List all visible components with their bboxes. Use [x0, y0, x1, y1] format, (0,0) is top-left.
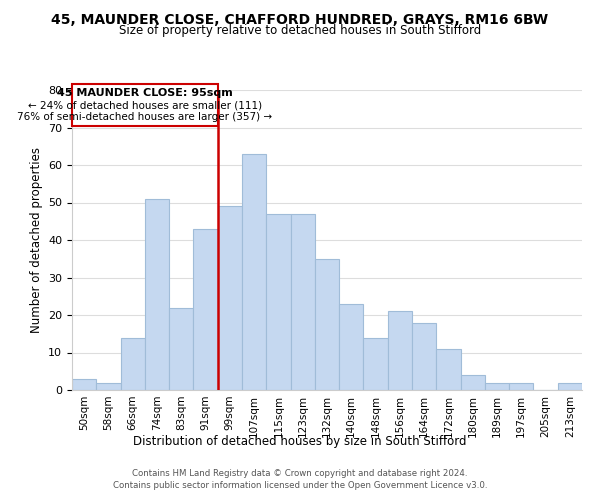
Bar — [121, 338, 145, 390]
Bar — [193, 229, 218, 390]
Bar — [145, 198, 169, 390]
Text: 45 MAUNDER CLOSE: 95sqm: 45 MAUNDER CLOSE: 95sqm — [57, 88, 233, 98]
Text: Size of property relative to detached houses in South Stifford: Size of property relative to detached ho… — [119, 24, 481, 37]
Bar — [339, 304, 364, 390]
Bar — [266, 214, 290, 390]
Bar — [509, 382, 533, 390]
Bar — [412, 322, 436, 390]
Text: ← 24% of detached houses are smaller (111): ← 24% of detached houses are smaller (11… — [28, 100, 262, 110]
Bar — [364, 338, 388, 390]
Bar — [485, 382, 509, 390]
Text: Contains public sector information licensed under the Open Government Licence v3: Contains public sector information licen… — [113, 481, 487, 490]
Bar — [242, 154, 266, 390]
Bar — [96, 382, 121, 390]
Text: Contains HM Land Registry data © Crown copyright and database right 2024.: Contains HM Land Registry data © Crown c… — [132, 468, 468, 477]
Text: 45, MAUNDER CLOSE, CHAFFORD HUNDRED, GRAYS, RM16 6BW: 45, MAUNDER CLOSE, CHAFFORD HUNDRED, GRA… — [52, 12, 548, 26]
Bar — [290, 214, 315, 390]
Bar — [72, 379, 96, 390]
Bar — [218, 206, 242, 390]
Bar — [558, 382, 582, 390]
Text: 76% of semi-detached houses are larger (357) →: 76% of semi-detached houses are larger (… — [17, 112, 272, 122]
Bar — [315, 259, 339, 390]
Text: Distribution of detached houses by size in South Stifford: Distribution of detached houses by size … — [133, 435, 467, 448]
Y-axis label: Number of detached properties: Number of detached properties — [29, 147, 43, 333]
Bar — [388, 311, 412, 390]
FancyBboxPatch shape — [72, 84, 218, 126]
Bar — [436, 349, 461, 390]
Bar — [169, 308, 193, 390]
Bar — [461, 375, 485, 390]
